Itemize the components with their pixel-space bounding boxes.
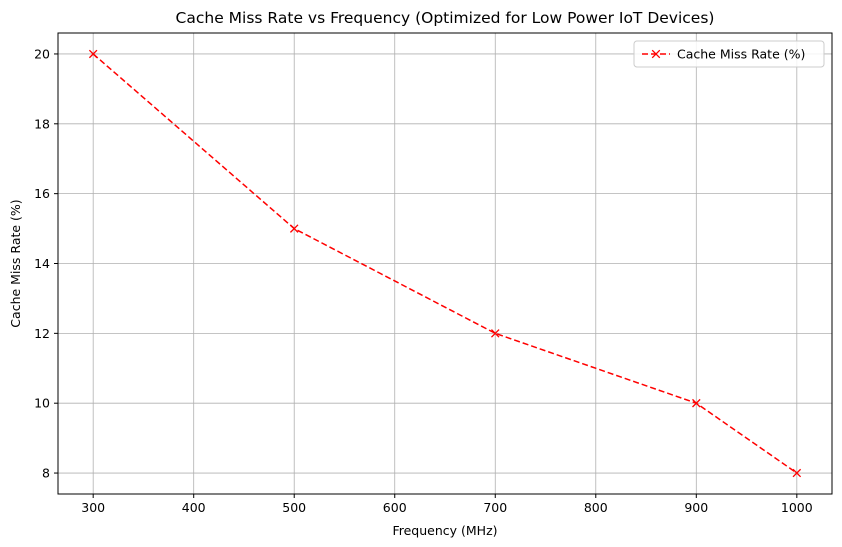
x-tick-label: 800 bbox=[584, 500, 608, 515]
data-point-marker bbox=[491, 329, 500, 338]
chart-title: Cache Miss Rate vs Frequency (Optimized … bbox=[176, 9, 715, 27]
y-tick-label: 20 bbox=[34, 46, 50, 61]
x-tick-label: 500 bbox=[282, 500, 306, 515]
data-point-marker bbox=[692, 398, 701, 408]
y-tick-label: 8 bbox=[42, 466, 50, 481]
legend: Cache Miss Rate (%) bbox=[633, 40, 825, 68]
x-tick-label: 900 bbox=[684, 500, 708, 515]
legend-marker-glyph bbox=[651, 49, 661, 59]
x-tick-label: 700 bbox=[483, 500, 507, 515]
x-axis-ticks: 300 400 500 600 700 800 900 1000 bbox=[81, 494, 813, 515]
legend-box bbox=[633, 40, 825, 68]
x-axis-label: Frequency (MHz) bbox=[392, 523, 497, 538]
y-tick-label: 18 bbox=[34, 116, 50, 131]
y-tick-label: 10 bbox=[34, 396, 50, 411]
y-tick-label: 16 bbox=[34, 186, 50, 201]
x-tick-label: 400 bbox=[182, 500, 206, 515]
x-tick-label: 1000 bbox=[781, 500, 813, 515]
data-point-marker bbox=[88, 49, 98, 59]
y-axis-label: Cache Miss Rate (%) bbox=[8, 199, 23, 327]
data-point-marker bbox=[792, 468, 802, 478]
x-tick-label: 300 bbox=[81, 500, 105, 515]
x-tick-label: 600 bbox=[383, 500, 407, 515]
data-point-marker bbox=[289, 224, 299, 233]
legend-entry-label: Cache Miss Rate (%) bbox=[677, 47, 805, 62]
legend-marker-x bbox=[651, 49, 661, 59]
grid-lines bbox=[58, 33, 832, 494]
series-layer bbox=[88, 49, 802, 478]
y-axis-ticks: 8 10 12 14 16 18 20 bbox=[34, 46, 58, 481]
y-tick-label: 12 bbox=[34, 326, 50, 341]
y-tick-label: 14 bbox=[34, 256, 50, 271]
